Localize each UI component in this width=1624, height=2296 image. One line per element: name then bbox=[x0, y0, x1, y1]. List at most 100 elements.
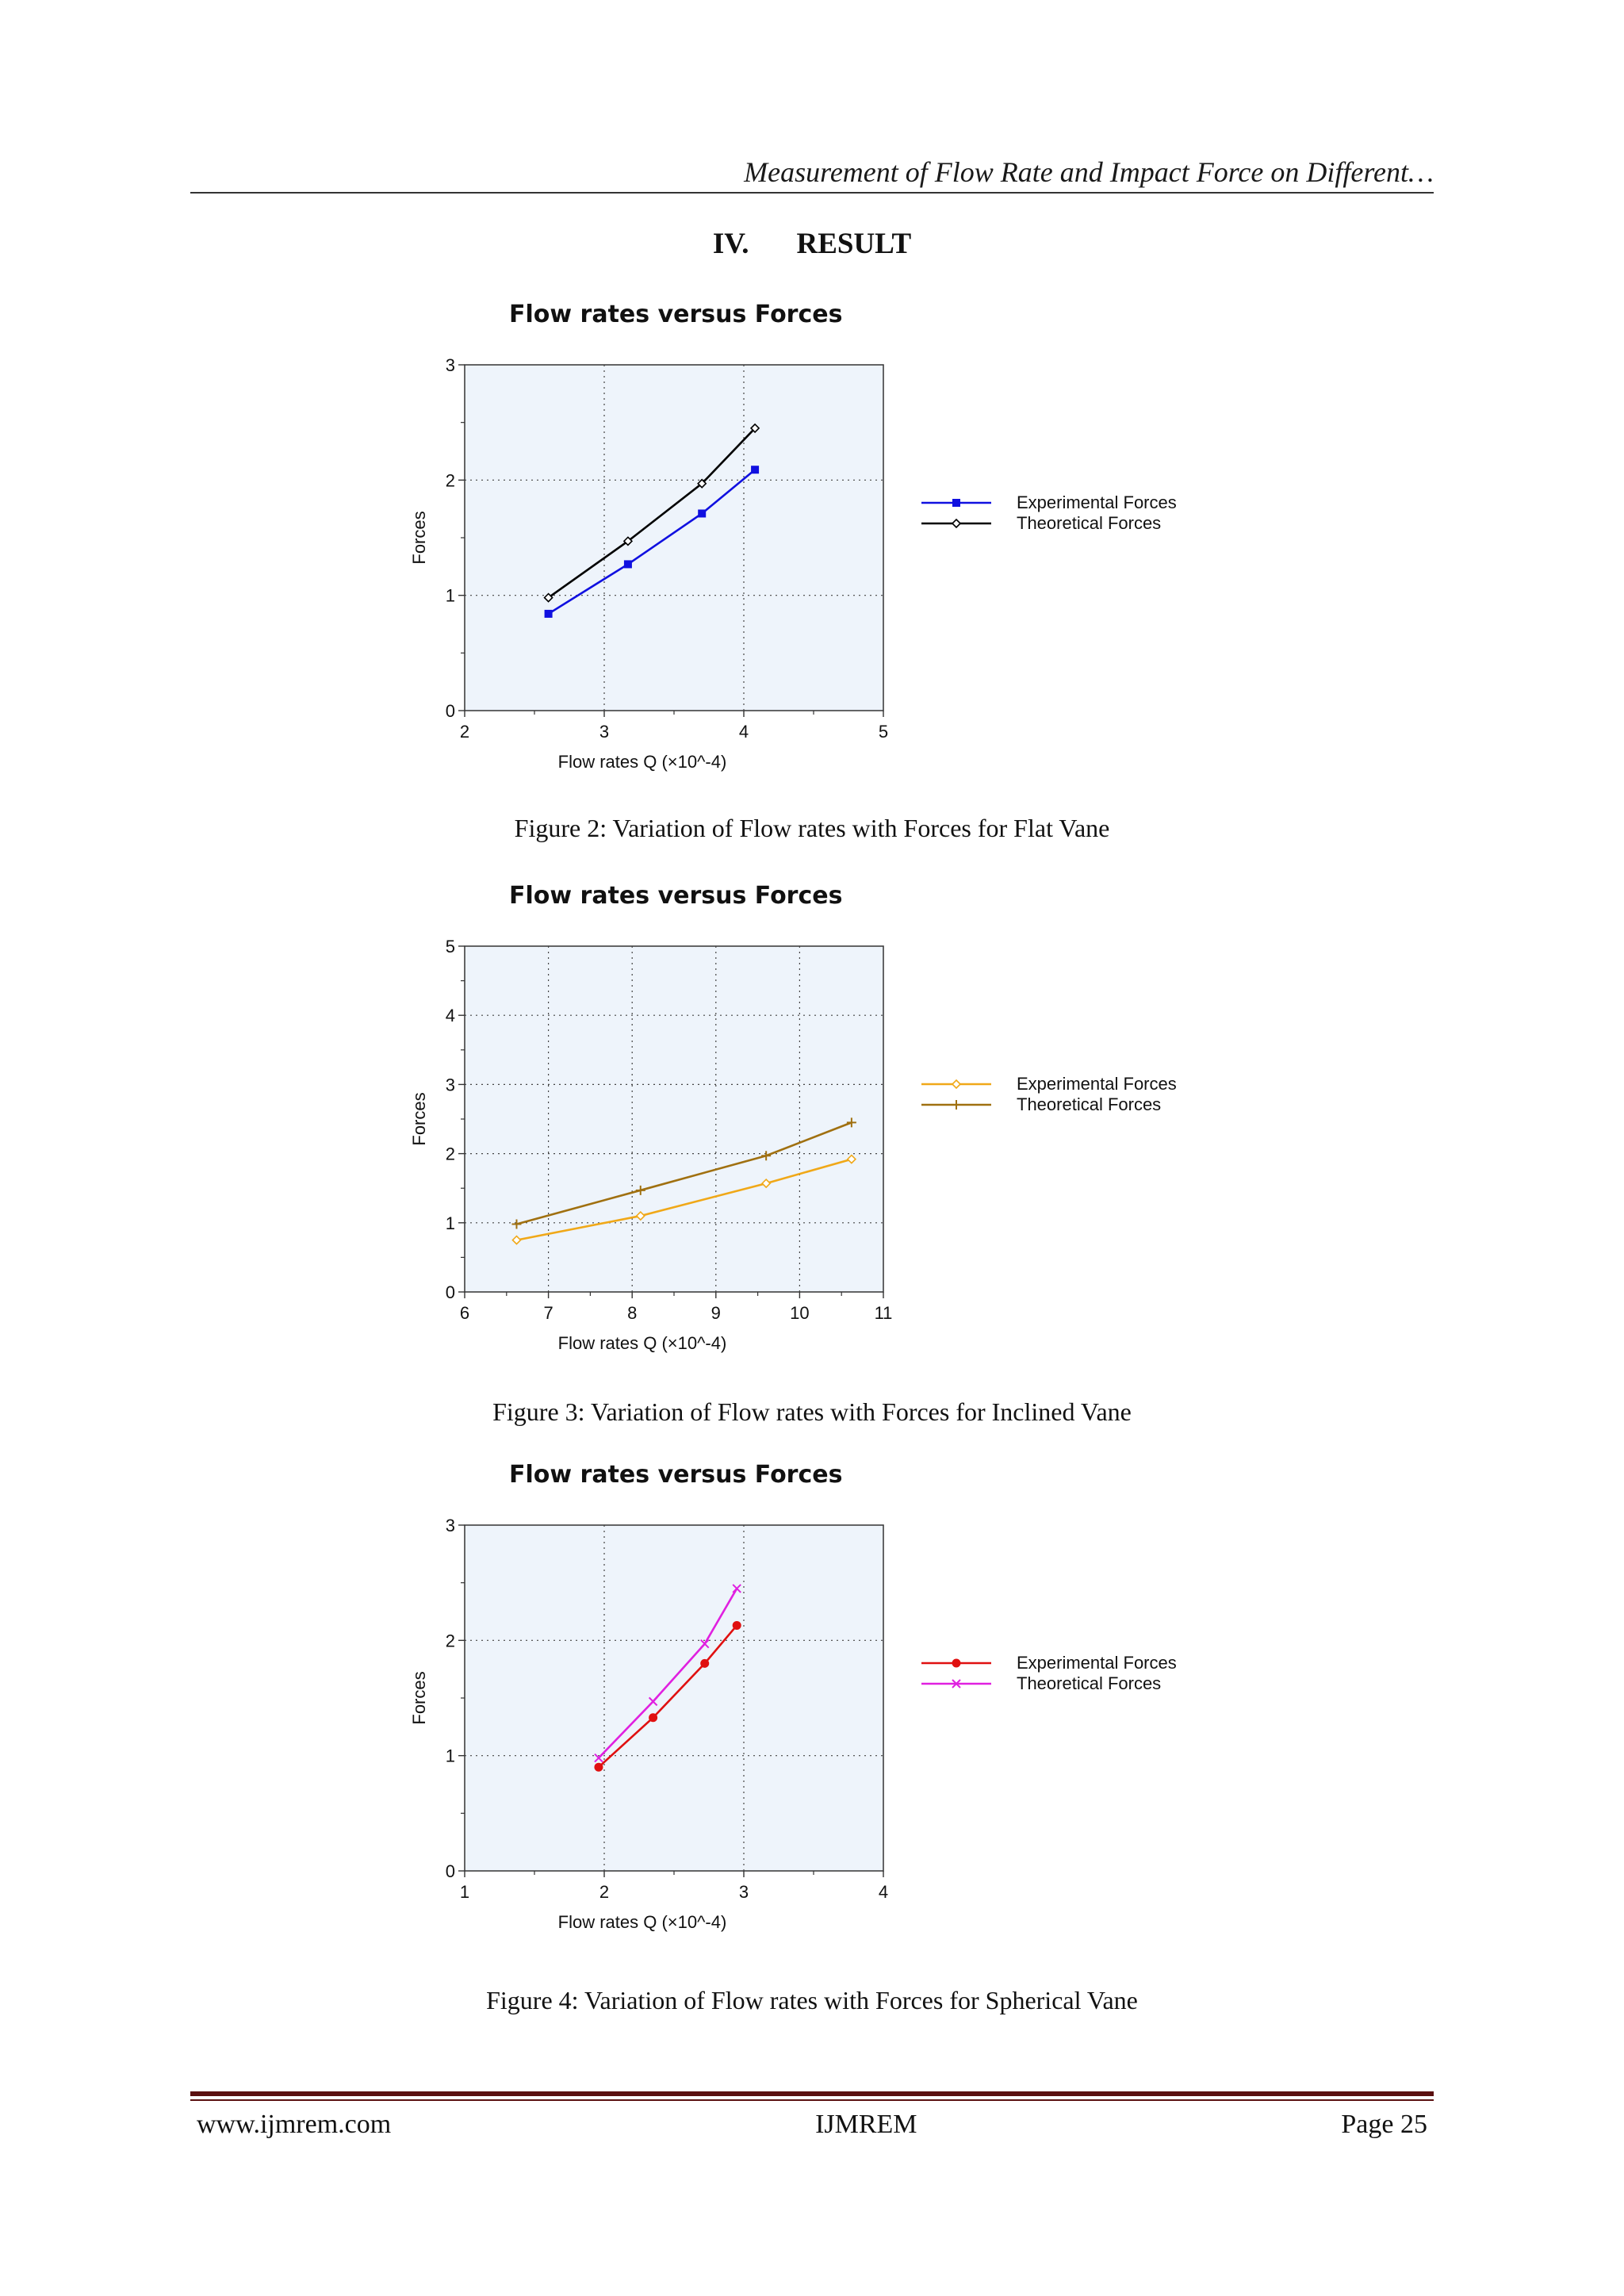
x-axis-label: Flow rates Q (×10^-4) bbox=[558, 752, 727, 772]
footer-website: www.ijmrem.com bbox=[197, 2110, 392, 2139]
data-point bbox=[761, 1178, 772, 1189]
data-point bbox=[511, 1235, 522, 1245]
legend-label: Theoretical Forces bbox=[1017, 513, 1161, 533]
x-tick-label: 8 bbox=[627, 1303, 637, 1323]
data-point bbox=[544, 609, 553, 618]
data-point bbox=[622, 536, 634, 546]
y-axis-label: Forces bbox=[409, 1092, 429, 1145]
data-point bbox=[697, 478, 707, 489]
legend-marker bbox=[952, 1679, 961, 1688]
legend-label: Theoretical Forces bbox=[1017, 1094, 1161, 1114]
legend-marker bbox=[952, 1100, 961, 1110]
data-point bbox=[543, 592, 553, 603]
legend-marker bbox=[952, 499, 960, 507]
footer: www.ijmrem.com IJMREM Page 25 bbox=[197, 2110, 1427, 2140]
figure-3-caption: Figure 3: Variation of Flow rates with F… bbox=[492, 1397, 1132, 1426]
x-tick-label: 4 bbox=[879, 1882, 888, 1902]
x-tick-label: 1 bbox=[460, 1882, 469, 1902]
y-tick-label: 2 bbox=[446, 470, 455, 490]
y-tick-label: 0 bbox=[446, 1861, 455, 1881]
data-point bbox=[761, 1151, 772, 1161]
figure-2-caption: Figure 2: Variation of Flow rates with F… bbox=[514, 814, 1110, 842]
figure-2-chart: Flow rates versus Forces 2 3 4 5 0 1 2 3 Flow rat… bbox=[396, 286, 1237, 777]
plot-area bbox=[464, 945, 884, 1293]
section-number: IV. bbox=[712, 228, 749, 260]
data-point bbox=[846, 1117, 856, 1128]
data-point bbox=[635, 1185, 645, 1195]
x-axis-label: Flow rates Q (×10^-4) bbox=[558, 1333, 727, 1353]
y-axis-label: Forces bbox=[409, 1671, 429, 1724]
data-point bbox=[511, 1219, 522, 1229]
data-point bbox=[846, 1154, 857, 1164]
data-point bbox=[749, 423, 760, 434]
x-tick-label: 5 bbox=[879, 722, 888, 742]
y-tick-label: 3 bbox=[446, 355, 455, 375]
chart-title: Flow rates versus Forces bbox=[509, 882, 842, 910]
data-point bbox=[635, 1210, 645, 1221]
x-axis-label: Flow rates Q (×10^-4) bbox=[558, 1912, 727, 1932]
figure-4-caption: Figure 4: Variation of Flow rates with F… bbox=[486, 1986, 1138, 2014]
y-tick-label: 3 bbox=[446, 1516, 455, 1535]
y-tick-label: 4 bbox=[446, 1006, 455, 1025]
x-tick-label: 9 bbox=[711, 1303, 721, 1323]
data-point bbox=[648, 1696, 658, 1707]
x-tick-label: 2 bbox=[599, 1882, 609, 1902]
figure-3-chart: Flow rates versus Forces 6 7 8 9 10 11 0 1 2 3 4 5 Fl… bbox=[396, 867, 1237, 1359]
series-line-1 bbox=[516, 1158, 852, 1241]
footer-rule bbox=[190, 2091, 1434, 2096]
x-tick-label: 7 bbox=[543, 1303, 553, 1323]
series-line-2 bbox=[516, 1121, 852, 1225]
footer-rule-thin bbox=[190, 2099, 1434, 2101]
footer-page-number: Page 25 bbox=[1341, 2110, 1427, 2139]
x-tick-label: 2 bbox=[460, 722, 469, 742]
section-title: RESULT bbox=[796, 228, 912, 260]
x-tick-label: 11 bbox=[875, 1303, 893, 1323]
x-tick-label: 3 bbox=[739, 1882, 749, 1902]
data-point bbox=[594, 1762, 603, 1772]
chart-svg: Flow rates versus Forces 2 3 4 5 0 1 2 3 Flow rat… bbox=[409, 301, 1177, 772]
chart-title: Flow rates versus Forces bbox=[509, 301, 842, 328]
series-line-2 bbox=[547, 427, 756, 599]
y-tick-label: 0 bbox=[446, 1282, 455, 1302]
data-point bbox=[623, 560, 632, 569]
data-point bbox=[698, 509, 707, 518]
footer-journal: IJMREM bbox=[815, 2110, 917, 2139]
data-point bbox=[732, 1620, 741, 1630]
y-axis-label: Forces bbox=[409, 511, 429, 564]
y-tick-label: 3 bbox=[446, 1075, 455, 1094]
y-tick-label: 1 bbox=[446, 1746, 455, 1766]
data-point bbox=[732, 1584, 741, 1593]
x-tick-label: 10 bbox=[790, 1303, 809, 1323]
y-tick-label: 2 bbox=[446, 1144, 455, 1164]
y-tick-label: 1 bbox=[446, 586, 455, 606]
data-point bbox=[594, 1753, 603, 1763]
legend-marker bbox=[952, 1658, 961, 1668]
legend-label: Theoretical Forces bbox=[1017, 1673, 1161, 1693]
legend-marker bbox=[951, 518, 962, 529]
legend-marker bbox=[951, 1079, 962, 1090]
series-line-2 bbox=[598, 1588, 738, 1759]
data-point bbox=[751, 466, 760, 474]
y-tick-label: 5 bbox=[446, 937, 455, 956]
chart-svg: Flow rates versus Forces 6 7 8 9 10 11 0 1 2 3 4 5 Fl… bbox=[409, 882, 1177, 1353]
data-point bbox=[700, 1658, 710, 1668]
data-point bbox=[649, 1713, 658, 1723]
series-line-1 bbox=[598, 1624, 738, 1769]
section-heading: IV. RESULT bbox=[0, 227, 1624, 261]
y-tick-label: 2 bbox=[446, 1631, 455, 1650]
legend-label: Experimental Forces bbox=[1017, 493, 1177, 512]
x-tick-label: 4 bbox=[739, 722, 749, 742]
running-header: Measurement of Flow Rate and Impact Forc… bbox=[744, 156, 1434, 188]
x-tick-label: 6 bbox=[460, 1303, 469, 1323]
y-tick-label: 1 bbox=[446, 1213, 455, 1233]
legend-label: Experimental Forces bbox=[1017, 1653, 1177, 1673]
x-tick-label: 3 bbox=[599, 722, 609, 742]
figure-4-chart: Flow rates versus Forces 1 2 3 4 0 1 2 3 Flow rat… bbox=[396, 1446, 1237, 1938]
series-line-1 bbox=[547, 469, 756, 615]
header-rule bbox=[190, 192, 1434, 194]
plot-area bbox=[464, 364, 884, 711]
legend-label: Experimental Forces bbox=[1017, 1074, 1177, 1094]
data-point bbox=[700, 1639, 710, 1649]
plot-area bbox=[464, 1524, 884, 1872]
